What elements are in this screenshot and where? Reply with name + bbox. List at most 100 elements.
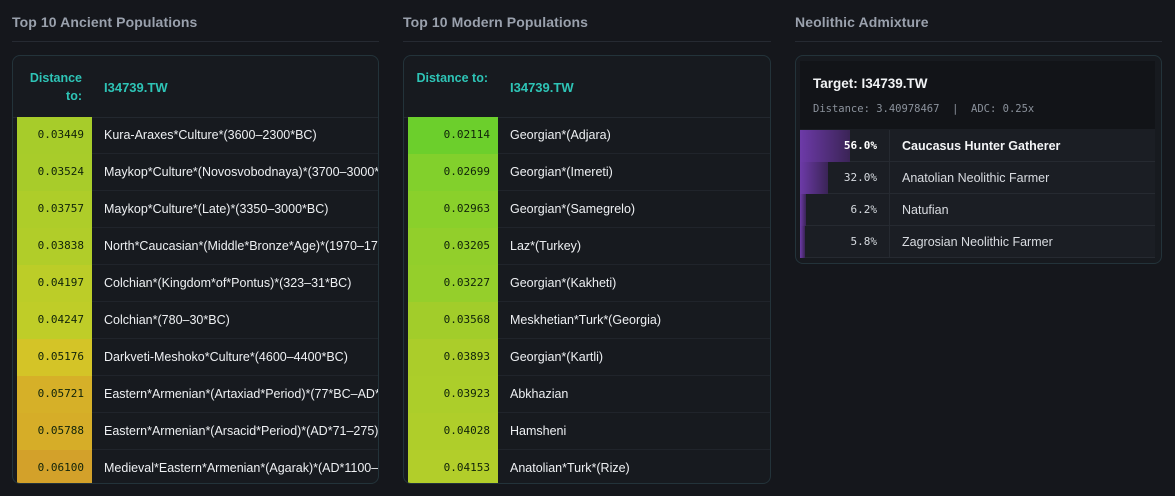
population-name: Anatolian*Turk*(Rize) xyxy=(510,461,630,475)
admixture-percent: 32.0% xyxy=(843,171,877,184)
population-name: Abkhazian xyxy=(510,387,569,401)
distance-cell: 0.03205 xyxy=(408,228,498,265)
modern-panel-title: Top 10 Modern Populations xyxy=(403,14,589,30)
divider xyxy=(12,41,379,42)
population-name: Medieval*Eastern*Armenian*(Agarak)*(AD*1… xyxy=(104,461,379,475)
admixture-bar-cell: 5.8% xyxy=(800,226,890,258)
admixture-bar xyxy=(800,162,829,194)
table-row[interactable]: 0.04028 Hamsheni xyxy=(408,413,770,450)
admixture-percent: 5.8% xyxy=(850,235,878,248)
admixture-component-name: Anatolian Neolithic Farmer xyxy=(902,171,1050,185)
admixture-row[interactable]: 5.8% Zagrosian Neolithic Farmer xyxy=(800,226,1155,258)
table-row[interactable]: 0.03205 Laz*(Turkey) xyxy=(408,228,770,265)
admixture-rows: 56.0% Caucasus Hunter Gatherer 32.0% Anatol… xyxy=(800,130,1155,258)
table-row[interactable]: 0.02699 Georgian*(Imereti) xyxy=(408,154,770,191)
table-row[interactable]: 0.05788 Eastern*Armenian*(Arsacid*Period)… xyxy=(17,413,378,450)
distance-cell: 0.06100 xyxy=(17,450,92,483)
admixture-inner: Target: I34739.TW Distance: 3.40978467 |… xyxy=(800,61,1155,258)
population-name: Colchian*(780–30*BC) xyxy=(104,313,230,327)
table-row[interactable]: 0.03449 Kura-Araxes*Culture*(3600–2300*BC… xyxy=(17,117,378,154)
distance-cell: 0.03838 xyxy=(17,228,92,265)
admixture-bar-cell: 6.2% xyxy=(800,194,890,226)
distance-cell: 0.05176 xyxy=(17,339,92,376)
admixture-header: Target: I34739.TW Distance: 3.40978467 |… xyxy=(800,61,1155,129)
table-row[interactable]: 0.04197 Colchian*(Kingdom*of*Pontus)*(323… xyxy=(17,265,378,302)
admixture-panel-title: Neolithic Admixture xyxy=(795,14,929,30)
distance-cell: 0.04153 xyxy=(408,450,498,483)
table-row[interactable]: 0.03893 Georgian*(Kartli) xyxy=(408,339,770,376)
population-name: Georgian*(Kakheti) xyxy=(510,276,617,290)
distance-column-header: Distance to: xyxy=(29,71,82,103)
distance-cell: 0.04197 xyxy=(17,265,92,302)
population-name: Darkveti-Meshoko*Culture*(4600–4400*BC) xyxy=(104,350,348,364)
target-column-header: I34739.TW xyxy=(104,80,168,95)
distance-cell: 0.03923 xyxy=(408,376,498,413)
table-row[interactable]: 0.04153 Anatolian*Turk*(Rize) xyxy=(408,450,770,483)
table-row[interactable]: 0.06100 Medieval*Eastern*Armenian*(Agarak… xyxy=(17,450,379,483)
table-row[interactable]: 0.02114 Georgian*(Adjara) xyxy=(408,117,770,154)
admixture-bar xyxy=(800,226,806,258)
divider xyxy=(403,41,771,42)
table-header: Distance to: I34739.TW xyxy=(404,56,770,118)
table-row[interactable]: 0.03923 Abkhazian xyxy=(408,376,770,413)
table-header: Distance to: I34739.TW xyxy=(13,56,378,118)
admixture-component-name: Zagrosian Neolithic Farmer xyxy=(902,235,1053,249)
table-row[interactable]: 0.05176 Darkveti-Meshoko*Culture*(4600–44… xyxy=(17,339,378,376)
population-name: Maykop*Culture*(Novosvobodnaya)*(3700–30… xyxy=(104,165,379,179)
population-name: Colchian*(Kingdom*of*Pontus)*(323–31*BC) xyxy=(104,276,352,290)
table-row[interactable]: 0.03568 Meskhetian*Turk*(Georgia) xyxy=(408,302,770,339)
admixture-bar-cell: 56.0% xyxy=(800,130,890,162)
modern-table: Distance to: I34739.TW 0.02114 Georgian*(… xyxy=(403,55,771,484)
table-row[interactable]: 0.03524 Maykop*Culture*(Novosvobodnaya)*(… xyxy=(17,154,378,191)
population-name: Kura-Araxes*Culture*(3600–2300*BC) xyxy=(104,128,317,142)
distance-cell: 0.04028 xyxy=(408,413,498,450)
distance-cell: 0.03227 xyxy=(408,265,498,302)
admixture-percent: 56.0% xyxy=(843,139,877,152)
distance-cell: 0.03893 xyxy=(408,339,498,376)
modern-rows: 0.02114 Georgian*(Adjara) 0.02699 Georgian*… xyxy=(408,117,770,483)
distance-cell: 0.03568 xyxy=(408,302,498,339)
admixture-target: Target: I34739.TW xyxy=(813,76,928,91)
modern-populations-panel: Top 10 Modern Populations Distance to: I… xyxy=(403,0,771,496)
admixture-row[interactable]: 56.0% Caucasus Hunter Gatherer xyxy=(800,130,1155,162)
table-row[interactable]: 0.03227 Georgian*(Kakheti) xyxy=(408,265,770,302)
admixture-bar xyxy=(800,130,850,162)
population-name: Georgian*(Adjara) xyxy=(510,128,611,142)
admixture-row[interactable]: 6.2% Natufian xyxy=(800,194,1155,226)
admixture-bar-cell: 32.0% xyxy=(800,162,890,194)
distance-cell: 0.05788 xyxy=(17,413,92,450)
table-row[interactable]: 0.04247 Colchian*(780–30*BC) xyxy=(17,302,378,339)
distance-cell: 0.02114 xyxy=(408,117,498,154)
table-row[interactable]: 0.05721 Eastern*Armenian*(Artaxiad*Period… xyxy=(17,376,378,413)
admixture-bar xyxy=(800,194,806,226)
population-name: Meskhetian*Turk*(Georgia) xyxy=(510,313,661,327)
distance-cell: 0.05721 xyxy=(17,376,92,413)
admixture-percent: 6.2% xyxy=(850,203,878,216)
population-name: Georgian*(Kartli) xyxy=(510,350,604,364)
ancient-populations-panel: Top 10 Ancient Populations Distance to: … xyxy=(12,0,379,496)
admixture-component-name: Caucasus Hunter Gatherer xyxy=(902,139,1061,153)
distance-cell: 0.02963 xyxy=(408,191,498,228)
population-name: Eastern*Armenian*(Artaxiad*Period)*(77*B… xyxy=(104,387,379,401)
neolithic-admixture-panel: Neolithic Admixture Target: I34739.TW Di… xyxy=(795,0,1162,496)
distance-cell: 0.04247 xyxy=(17,302,92,339)
population-name: Georgian*(Imereti) xyxy=(510,165,613,179)
ancient-rows: 0.03449 Kura-Araxes*Culture*(3600–2300*BC… xyxy=(17,117,379,483)
table-row[interactable]: 0.02963 Georgian*(Samegrelo) xyxy=(408,191,770,228)
distance-column-header: Distance to: xyxy=(416,71,488,85)
admixture-component-name: Natufian xyxy=(902,203,949,217)
divider xyxy=(795,41,1162,42)
population-name: Laz*(Turkey) xyxy=(510,239,582,253)
population-name: North*Caucasian*(Middle*Bronze*Age)*(197… xyxy=(104,239,378,253)
population-name: Hamsheni xyxy=(510,424,567,438)
population-name: Maykop*Culture*(Late)*(3350–3000*BC) xyxy=(104,202,329,216)
table-row[interactable]: 0.03838 North*Caucasian*(Middle*Bronze*Ag… xyxy=(17,228,378,265)
table-row[interactable]: 0.03757 Maykop*Culture*(Late)*(3350–3000*… xyxy=(17,191,378,228)
admixture-card: Target: I34739.TW Distance: 3.40978467 |… xyxy=(795,55,1162,264)
target-column-header: I34739.TW xyxy=(510,80,574,95)
ancient-table: Distance to: I34739.TW 0.03449 Kura-Araxe… xyxy=(12,55,379,484)
admixture-row[interactable]: 32.0% Anatolian Neolithic Farmer xyxy=(800,162,1155,194)
distance-cell: 0.03449 xyxy=(17,117,92,154)
ancient-panel-title: Top 10 Ancient Populations xyxy=(12,14,198,30)
population-name: Georgian*(Samegrelo) xyxy=(510,202,636,216)
